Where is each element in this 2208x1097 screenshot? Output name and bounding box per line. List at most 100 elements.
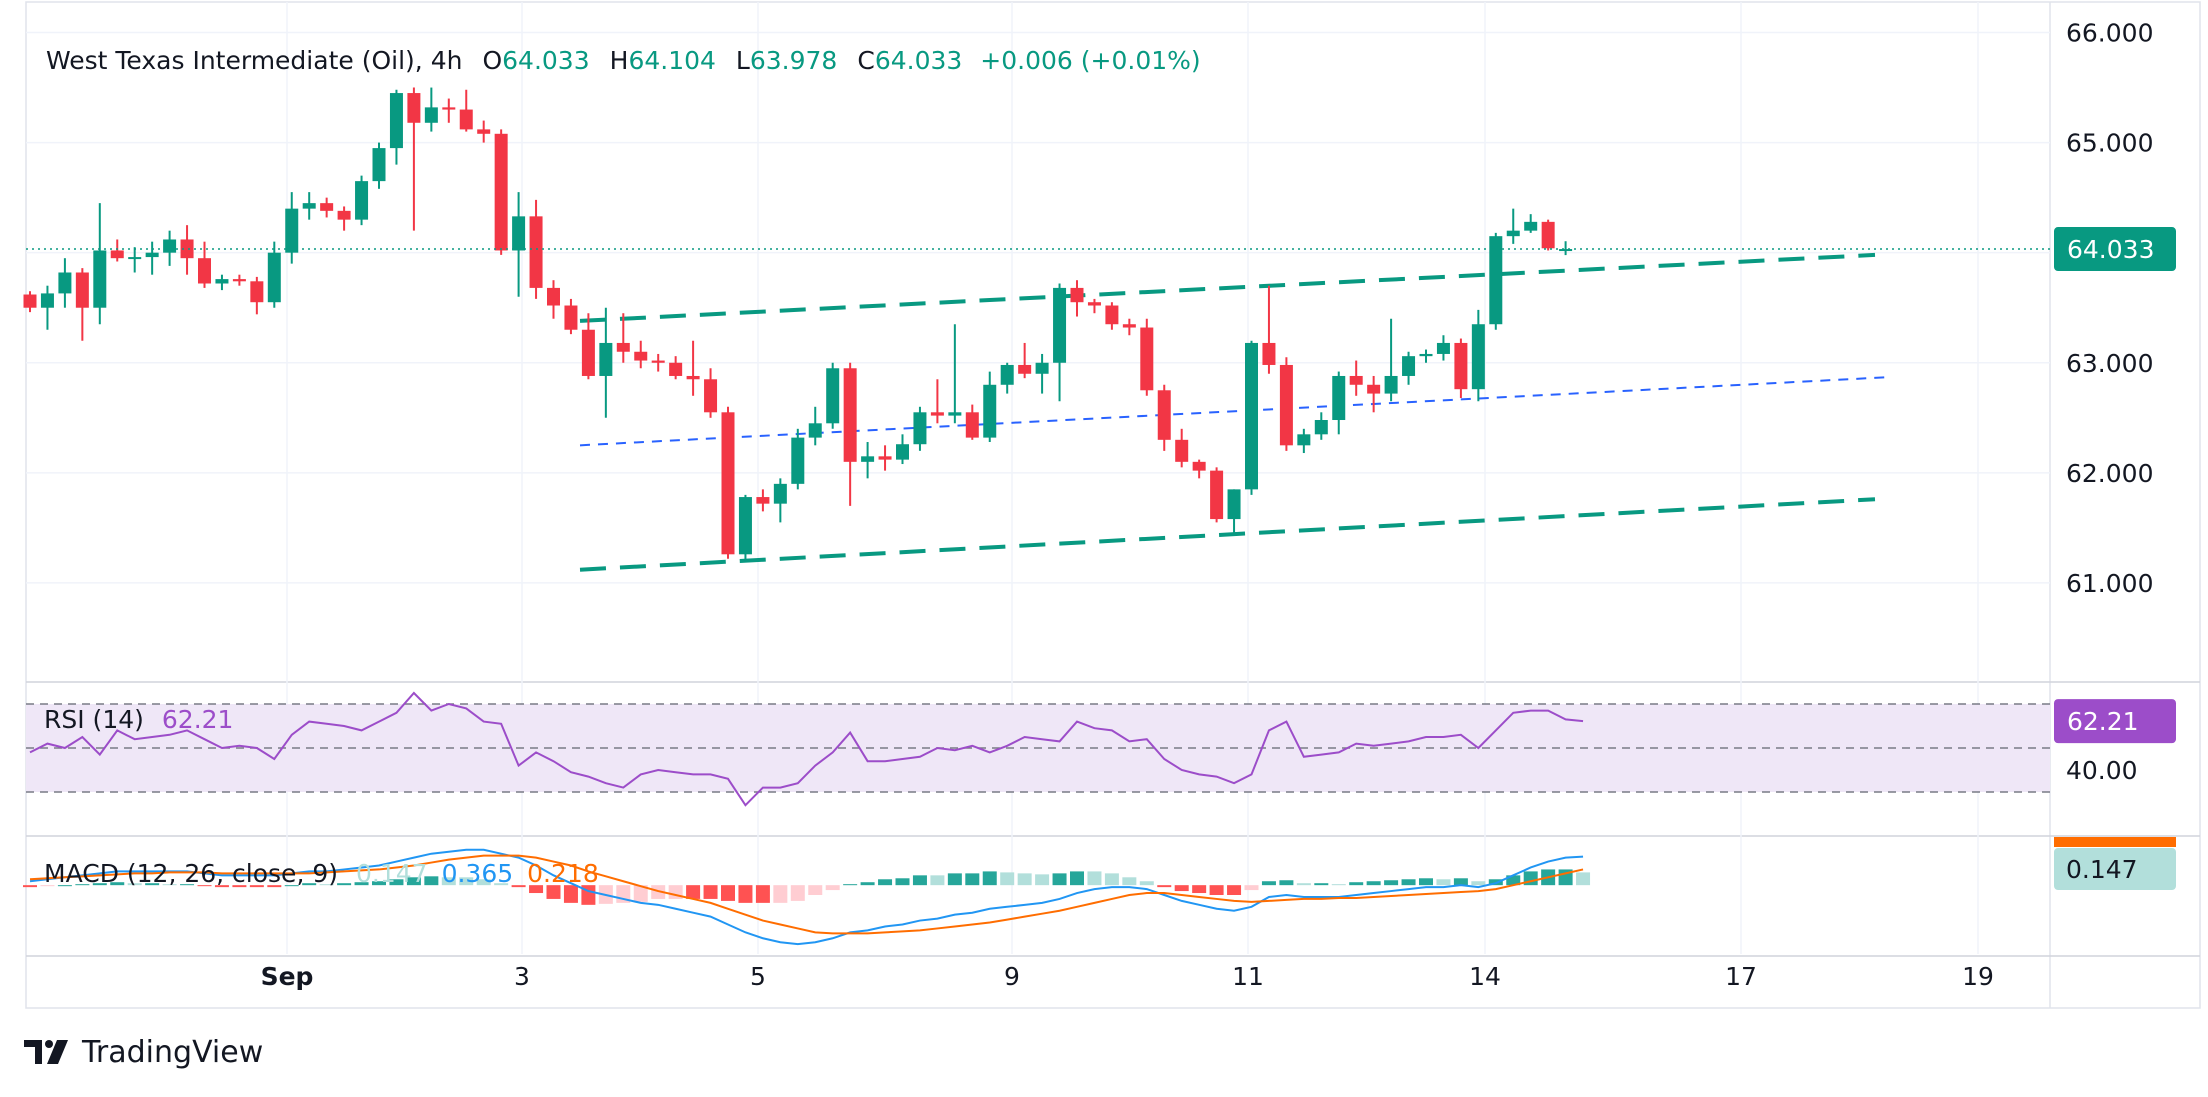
open-value: 64.033 [502, 46, 590, 75]
candle-body [494, 133, 508, 251]
macd-histogram-bar [1017, 873, 1032, 886]
candle-body [1436, 342, 1450, 354]
candle-body [1053, 287, 1067, 363]
last-price-label: 64.033 [2067, 235, 2154, 264]
macd-histogram-bar [1576, 872, 1591, 886]
macd-histogram-bar [982, 871, 997, 886]
symbol-name[interactable]: West Texas Intermediate (Oil) [46, 46, 415, 75]
chart-frame [25, 1, 2201, 1009]
rsi-value: 62.21 [161, 705, 234, 734]
macd-histogram-bar [319, 884, 334, 886]
macd-histogram-bar [529, 885, 544, 894]
candle-body [669, 362, 683, 376]
price-tick-label: 61.000 [2066, 569, 2153, 598]
macd-histogram-bar [1261, 881, 1276, 886]
rsi-value-badge [2054, 699, 2176, 744]
candle-body [372, 148, 386, 182]
macd-histogram-bar [511, 885, 526, 888]
candle-body [756, 497, 770, 504]
candle-body [232, 279, 246, 282]
macd-histogram-bar [284, 885, 299, 887]
candle-body [1489, 236, 1503, 325]
candle-body [512, 216, 526, 251]
macd-histogram-bar [1349, 882, 1364, 886]
candle-body [58, 272, 72, 294]
rsi-value-badge-label: 62.21 [2067, 707, 2139, 736]
candle-body [913, 412, 927, 445]
macd-histogram-bar [406, 877, 421, 886]
price-tick-label: 66.000 [2066, 19, 2153, 48]
candle-body [477, 129, 491, 134]
macd-axis-label: 0.147 [2066, 855, 2138, 884]
candle-body [948, 412, 962, 416]
macd-hist-badge [2054, 848, 2176, 890]
candle-body [1332, 375, 1346, 421]
candle-body [215, 279, 229, 284]
macd-signal-badge [2054, 837, 2176, 847]
candle-body [320, 203, 334, 211]
macd-histogram-bar [1000, 872, 1015, 886]
rsi-label[interactable]: RSI (14) [44, 705, 144, 734]
macd-histogram-bar [1192, 885, 1207, 894]
candle-body [564, 305, 578, 330]
price-tick-label: 62.000 [2066, 459, 2153, 488]
candle-body [1192, 461, 1206, 471]
macd-histogram-bar [354, 882, 369, 886]
macd-label[interactable]: MACD (12, 26, close, 9) [44, 859, 338, 888]
candle-body [163, 239, 177, 253]
candle-body [826, 368, 840, 424]
candle-body [40, 293, 54, 308]
tradingview-logo[interactable]: TradingView [24, 1032, 263, 1072]
open-label: O [482, 46, 503, 75]
last-price-badge [2054, 227, 2176, 272]
macd-histogram-bar [1296, 883, 1311, 886]
macd-histogram-bar [755, 885, 770, 903]
macd-histogram-bar [1506, 875, 1521, 886]
macd-histogram-bar [1227, 885, 1242, 895]
candle-body [1245, 342, 1258, 490]
macd-histogram-bar [1035, 874, 1050, 886]
macd-histogram-bar [563, 885, 578, 903]
candle-body [704, 379, 718, 413]
macd-histogram-bar [825, 885, 840, 891]
candle-body [1297, 434, 1311, 446]
macd-histogram-bar [1436, 879, 1451, 886]
candle-body [1070, 287, 1084, 303]
macd-histogram-bar [23, 885, 37, 888]
candle-body [773, 483, 787, 504]
macd-histogram-bar [790, 885, 805, 901]
candle-body [1419, 353, 1433, 357]
candle-body [75, 272, 89, 308]
low-label: L [735, 46, 750, 75]
macd-signal-line [29, 854, 1584, 935]
macd-histogram-bar [145, 883, 160, 886]
candle-body [459, 109, 473, 130]
candle-body [686, 375, 700, 380]
change-value: +0.006 (+0.01%) [980, 46, 1201, 75]
macd-histogram-bar [1087, 871, 1102, 886]
macd-histogram-bar [878, 879, 893, 886]
macd-histogram-bar [57, 885, 72, 887]
candle-body [1140, 327, 1154, 391]
macd-histogram-bar [214, 885, 229, 888]
candle-body [896, 444, 909, 460]
channel-midline [579, 376, 1891, 447]
interval-label[interactable]: 4h [430, 46, 463, 75]
candle-body [250, 281, 264, 303]
macd-histogram-bar [1279, 880, 1294, 886]
macd-histogram-bar [1209, 885, 1224, 895]
candle-body [599, 342, 613, 376]
candle-body [1541, 221, 1555, 249]
candle-body [1367, 384, 1381, 394]
macd-histogram-bar [1052, 873, 1067, 886]
rsi-tick-label: 40.00 [2066, 756, 2138, 785]
macd-value: 0.365 [441, 859, 514, 888]
time-tick-label: 3 [514, 962, 530, 991]
candle-body [930, 412, 944, 416]
macd-histogram-bar [1366, 881, 1381, 886]
macd-histogram-bar [441, 877, 456, 886]
candle-body [791, 437, 805, 484]
macd-histogram-bar [92, 883, 107, 886]
time-tick-label: 19 [1962, 962, 1994, 991]
